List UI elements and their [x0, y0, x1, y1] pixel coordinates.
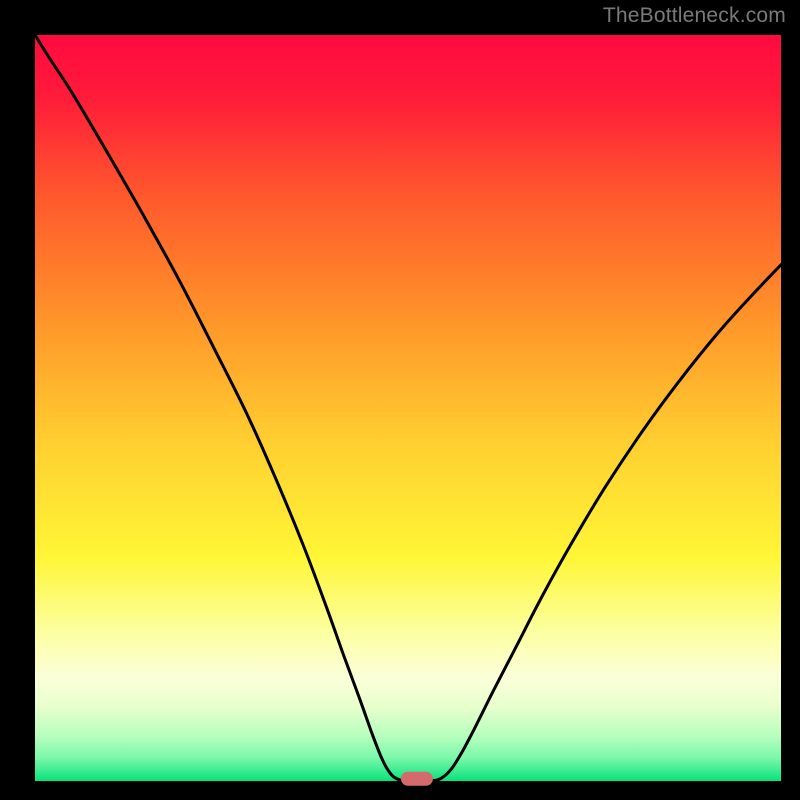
- watermark-text: TheBottleneck.com: [603, 4, 786, 28]
- bottleneck-chart: [0, 0, 800, 800]
- chart-container: TheBottleneck.com: [0, 0, 800, 800]
- plot-background: [35, 35, 781, 781]
- minimum-marker: [401, 772, 433, 786]
